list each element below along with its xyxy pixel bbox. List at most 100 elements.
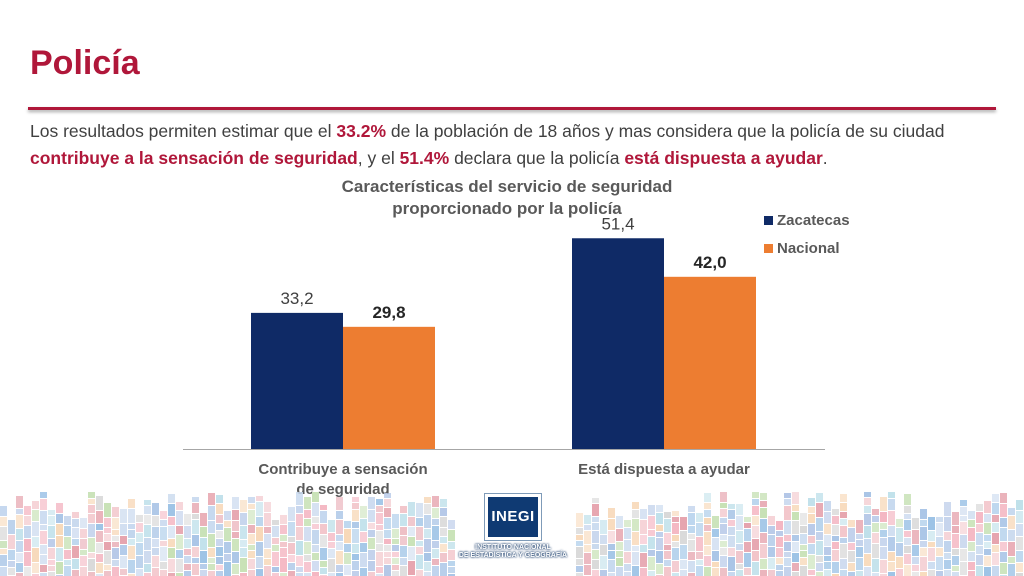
footer-pattern-cell xyxy=(672,523,679,534)
footer-pattern-cell xyxy=(848,563,855,571)
footer-pattern-cell xyxy=(808,524,815,535)
footer-pattern-cell xyxy=(608,573,615,576)
footer-pattern-cell xyxy=(0,567,7,576)
footer-pattern-cell xyxy=(208,506,215,520)
footer-pattern-cell xyxy=(1008,542,1015,556)
footer-pattern-cell xyxy=(336,551,343,564)
footer-pattern-cell xyxy=(144,500,151,505)
footer-pattern-cell xyxy=(872,509,879,515)
footer-pattern-cell xyxy=(248,504,255,509)
footer-pattern-cell xyxy=(432,566,439,576)
footer-pattern-cell xyxy=(200,527,207,537)
footer-pattern-cell xyxy=(24,506,31,515)
footer-pattern-cell xyxy=(752,562,759,575)
footer-pattern-cell xyxy=(1016,524,1023,536)
footer-pattern-cell xyxy=(1000,493,1007,503)
category-label: de seguridad xyxy=(296,481,389,498)
footer-pattern-cell xyxy=(840,512,847,518)
footer-pattern-cell xyxy=(848,572,855,576)
footer-pattern-cell xyxy=(704,532,711,545)
data-label: 42,0 xyxy=(693,253,726,272)
footer-pattern-cell xyxy=(584,553,591,564)
footer-pattern-cell xyxy=(736,516,743,530)
footer-pattern-cell xyxy=(160,527,167,540)
footer-pattern-cell xyxy=(336,497,343,510)
footer-pattern-cell xyxy=(720,503,727,508)
footer-pattern-cell xyxy=(872,516,879,522)
footer-pattern-cell xyxy=(752,551,759,561)
footer-pattern-cell xyxy=(56,503,63,513)
footer-pattern-cell xyxy=(944,570,951,576)
footer-pattern-cell xyxy=(624,520,631,527)
footer-pattern-cell xyxy=(288,537,295,542)
footer-pattern-cell xyxy=(264,549,271,558)
footer-pattern-cell xyxy=(272,520,279,525)
footer-pattern-cell xyxy=(872,559,879,572)
footer-pattern-cell xyxy=(656,532,663,537)
footer-pattern-cell xyxy=(768,570,775,576)
footer-pattern-cell xyxy=(184,526,191,538)
footer-pattern-cell xyxy=(584,525,591,530)
footer-pattern-cell xyxy=(0,517,7,526)
footer-pattern-cell xyxy=(880,560,887,573)
footer-pattern-cell xyxy=(920,572,927,576)
footer-pattern-cell xyxy=(424,497,431,503)
footer-pattern-cell xyxy=(424,553,431,561)
footer-pattern-cell xyxy=(88,514,95,523)
footer-pattern-cell xyxy=(624,540,631,551)
footer-pattern-cell xyxy=(208,493,215,505)
footer-pattern-cell xyxy=(664,560,671,566)
footer-pattern-cell xyxy=(192,503,199,513)
summary-paragraph: Los resultados permiten estimar que el 3… xyxy=(30,118,995,172)
footer-pattern-cell xyxy=(384,545,391,551)
footer-pattern-cell xyxy=(128,560,135,573)
footer-pattern-cell xyxy=(656,551,663,563)
footer-pattern-cell xyxy=(576,547,583,558)
footer-pattern-cell xyxy=(784,542,791,551)
footer-pattern-cell xyxy=(288,571,295,576)
footer-pattern-cell xyxy=(360,553,367,567)
footer-pattern-cell xyxy=(960,549,967,561)
footer-pattern-cell xyxy=(936,523,943,536)
footer-pattern-cell xyxy=(888,499,895,510)
footer-pattern-cell xyxy=(848,520,855,527)
footer-pattern-cell xyxy=(592,523,599,530)
footer-pattern-cell xyxy=(1000,518,1007,527)
footer-pattern-cell xyxy=(336,520,343,534)
footer-pattern-cell xyxy=(976,524,983,532)
footer-pattern-cell xyxy=(384,530,391,538)
footer-pattern-cell xyxy=(816,572,823,576)
footer-pattern-cell xyxy=(416,555,423,569)
footer-pattern-cell xyxy=(184,571,191,576)
footer-pattern-cell xyxy=(408,561,415,575)
footer-pattern-cell xyxy=(424,539,431,552)
footer-pattern-cell xyxy=(96,543,103,553)
footer-pattern-cell xyxy=(104,565,111,570)
footer-pattern-cell xyxy=(152,556,159,567)
footer-pattern-cell xyxy=(752,506,759,515)
footer-pattern-cell xyxy=(440,499,447,507)
footer-pattern-cell xyxy=(176,502,183,510)
footer-pattern-cell xyxy=(624,564,631,571)
footer-pattern-cell xyxy=(304,527,311,541)
footer-pattern-cell xyxy=(200,564,207,569)
footer-pattern-cell xyxy=(832,574,839,576)
footer-pattern-cell xyxy=(72,539,79,545)
footer-pattern-cell xyxy=(312,503,319,516)
footer-pattern-cell xyxy=(328,533,335,541)
footer-pattern-cell xyxy=(800,534,807,544)
footer-pattern-cell xyxy=(848,551,855,562)
footer-pattern-cell xyxy=(688,534,695,539)
footer-pattern-cell xyxy=(1008,564,1015,576)
footer-pattern-cell xyxy=(944,517,951,531)
footer-pattern-cell xyxy=(328,573,335,576)
footer-pattern-cell xyxy=(744,568,751,575)
footer-pattern-cell xyxy=(328,559,335,572)
footer-pattern-cell xyxy=(688,552,695,560)
footer-pattern-cell xyxy=(608,551,615,559)
footer-pattern-cell xyxy=(800,545,807,550)
footer-pattern-cell xyxy=(416,547,423,554)
footer-pattern-cell xyxy=(144,573,151,576)
footer-pattern-cell xyxy=(712,516,719,528)
footer-pattern-cell xyxy=(728,572,735,576)
